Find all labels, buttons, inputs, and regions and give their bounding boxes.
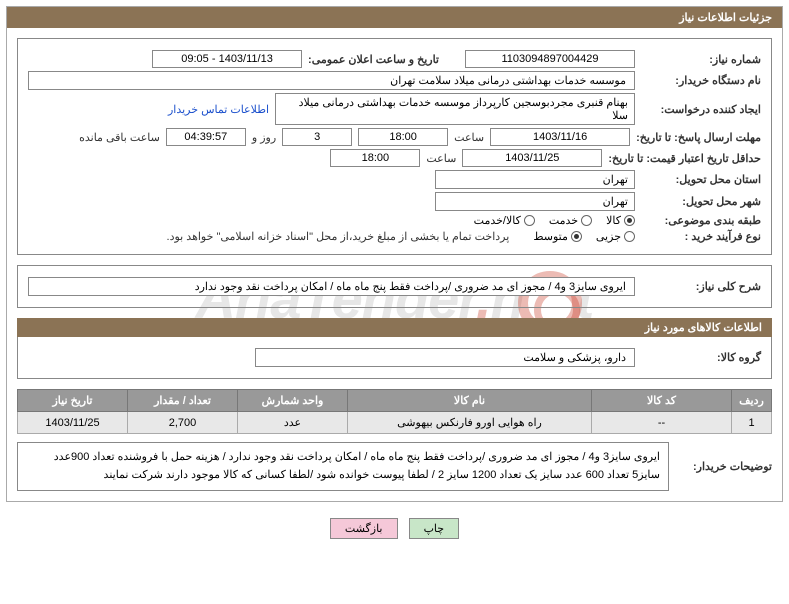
th-4: تعداد / مقدار	[128, 390, 238, 412]
print-button[interactable]: چاپ	[409, 518, 460, 539]
field-announce-dt: 1403/11/13 - 09:05	[152, 50, 302, 68]
panel-body: شماره نیاز: 1103094897004429 تاریخ و ساع…	[7, 38, 782, 491]
label-city: شهر محل تحویل:	[641, 195, 761, 208]
th-5: تاریخ نیاز	[18, 390, 128, 412]
goods-group-box: گروه کالا: دارو، پزشکی و سلامت	[17, 337, 772, 379]
field-reply-date: 1403/11/16	[490, 128, 630, 146]
field-reply-time: 18:00	[358, 128, 448, 146]
buyer-notes-row: توضیحات خریدار: ایروی سایز3 و4 / مجوز ای…	[17, 442, 772, 491]
radio-proc-1-label: متوسط	[533, 230, 568, 243]
label-general-desc: شرح کلی نیاز:	[641, 280, 761, 293]
field-general-desc: ایروی سایز3 و4 / مجوز ای مد ضروری /پرداخ…	[28, 277, 635, 296]
radio-proc-0-label: جزیی	[596, 230, 621, 243]
label-requester: ایجاد کننده درخواست:	[641, 103, 761, 116]
field-buyer-org: موسسه خدمات بهداشتی درمانی میلاد سلامت ت…	[28, 71, 635, 90]
button-row: چاپ بازگشت	[0, 508, 789, 549]
main-section: شماره نیاز: 1103094897004429 تاریخ و ساع…	[17, 38, 772, 255]
panel-title: جزئیات اطلاعات نیاز	[7, 7, 782, 28]
field-buyer-notes: ایروی سایز3 و4 / مجوز ای مد ضروری /پرداخ…	[17, 442, 669, 491]
table-row: 1 -- راه هوایی اورو فارنکس بیهوشی عدد 2,…	[18, 412, 772, 434]
label-time-left: ساعت باقی مانده	[79, 131, 160, 144]
field-need-no: 1103094897004429	[465, 50, 635, 68]
td-qty: 2,700	[128, 412, 238, 434]
td-date: 1403/11/25	[18, 412, 128, 434]
th-3: واحد شمارش	[238, 390, 348, 412]
radio-proc-0[interactable]	[624, 231, 635, 242]
field-countdown: 04:39:57	[166, 128, 246, 146]
label-process: نوع فرآیند خرید :	[641, 230, 761, 243]
label-days-and: روز و	[252, 131, 276, 144]
label-goods-group: گروه کالا:	[641, 351, 761, 364]
field-validity-date: 1403/11/25	[462, 149, 602, 167]
label-announce-dt: تاریخ و ساعت اعلان عمومی:	[308, 53, 439, 66]
radio-group-process: جزیی متوسط	[533, 230, 635, 243]
label-buyer-notes: توضیحات خریدار:	[677, 460, 772, 473]
radio-group-category: کالا خدمت کالا/خدمت	[474, 214, 635, 227]
radio-cat-1[interactable]	[581, 215, 592, 226]
field-city: تهران	[435, 192, 635, 211]
td-idx: 1	[732, 412, 772, 434]
radio-cat-1-label: خدمت	[549, 214, 578, 227]
td-code: --	[592, 412, 732, 434]
field-province: تهران	[435, 170, 635, 189]
field-days-left: 3	[282, 128, 352, 146]
label-time2: ساعت	[426, 152, 456, 165]
label-need-no: شماره نیاز:	[641, 53, 761, 66]
radio-cat-0[interactable]	[624, 215, 635, 226]
label-reply-deadline: مهلت ارسال پاسخ: تا تاریخ:	[636, 131, 761, 144]
label-province: استان محل تحویل:	[641, 173, 761, 186]
label-category: طبقه بندی موضوعی:	[641, 214, 761, 227]
th-2: نام کالا	[348, 390, 592, 412]
general-desc-box: شرح کلی نیاز: ایروی سایز3 و4 / مجوز ای م…	[17, 265, 772, 308]
radio-cat-0-label: کالا	[606, 214, 621, 227]
radio-cat-2-label: کالا/خدمت	[474, 214, 521, 227]
field-validity-time: 18:00	[330, 149, 420, 167]
field-requester: بهنام قنبری مجردبوسجین کارپرداز موسسه خد…	[275, 93, 635, 125]
items-table: ردیف کد کالا نام کالا واحد شمارش تعداد /…	[17, 389, 772, 434]
detail-panel: جزئیات اطلاعات نیاز شماره نیاز: 11030948…	[6, 6, 783, 502]
goods-info-header: اطلاعات کالاهای مورد نیاز	[17, 318, 772, 337]
field-goods-group: دارو، پزشکی و سلامت	[255, 348, 635, 367]
back-button[interactable]: بازگشت	[330, 518, 398, 539]
td-name: راه هوایی اورو فارنکس بیهوشی	[348, 412, 592, 434]
th-1: کد کالا	[592, 390, 732, 412]
label-validity: حداقل تاریخ اعتبار قیمت: تا تاریخ:	[608, 152, 761, 165]
buyer-contact-link[interactable]: اطلاعات تماس خریدار	[168, 103, 269, 116]
th-0: ردیف	[732, 390, 772, 412]
label-time1: ساعت	[454, 131, 484, 144]
payment-note: پرداخت تمام یا بخشی از مبلغ خرید،از محل …	[167, 230, 510, 243]
label-buyer-org: نام دستگاه خریدار:	[641, 74, 761, 87]
radio-proc-1[interactable]	[571, 231, 582, 242]
radio-cat-2[interactable]	[524, 215, 535, 226]
td-unit: عدد	[238, 412, 348, 434]
